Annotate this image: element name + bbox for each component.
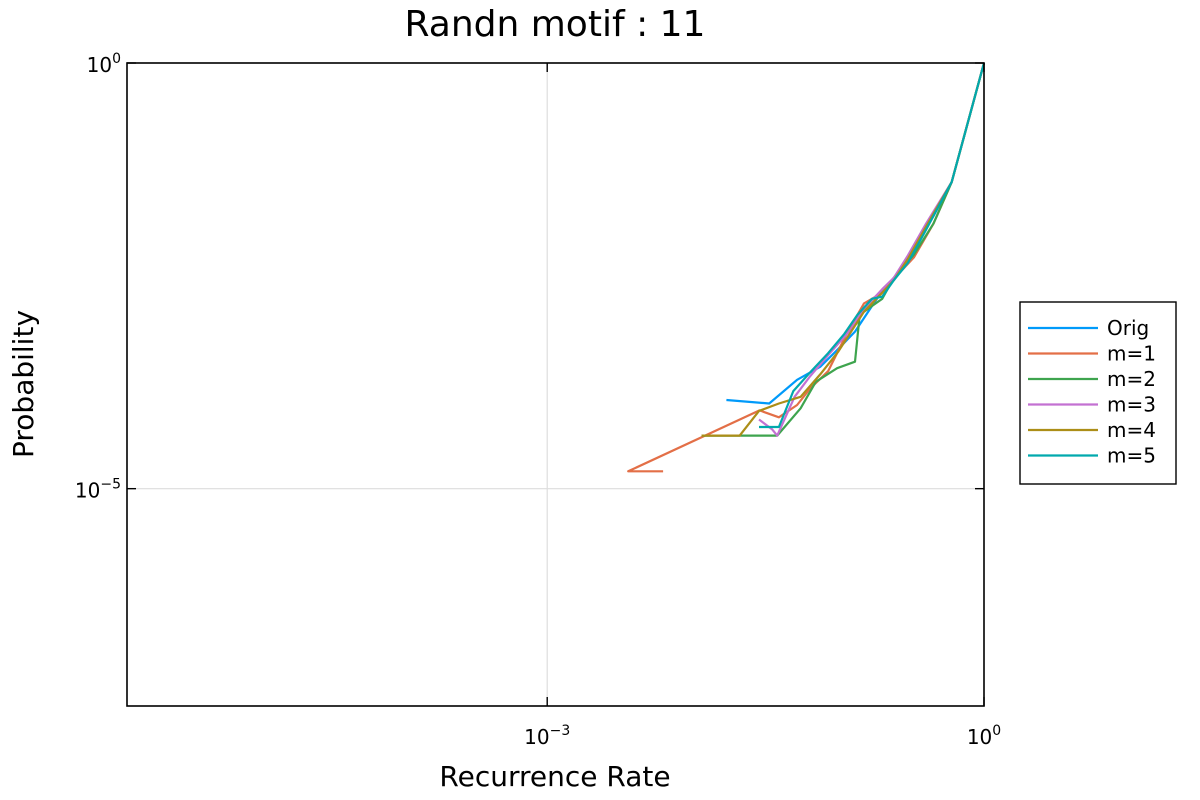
x-tick-label-base: 10 — [967, 725, 992, 749]
x-axis-label: Recurrence Rate — [439, 760, 670, 793]
series-line-m-4 — [701, 62, 986, 437]
legend-label: Orig — [1107, 316, 1149, 340]
series-group — [627, 62, 986, 473]
series-line-m-3 — [758, 62, 986, 437]
legend-label: m=3 — [1107, 393, 1156, 417]
y-tick-label-base: 10 — [87, 53, 112, 77]
chart-title: Randn motif : 11 — [405, 4, 706, 45]
y-tick-label: 10−5 — [75, 477, 121, 503]
x-tick-label: 10−3 — [524, 723, 570, 749]
x-tick-label-exponent: 0 — [992, 723, 1001, 739]
series-line-m-5 — [759, 62, 986, 429]
y-tick-label-exponent: 0 — [112, 51, 121, 67]
x-tick-label-base: 10 — [524, 725, 549, 749]
y-axis-label: Probability — [7, 310, 40, 458]
plot-frame — [126, 62, 985, 707]
legend-label: m=1 — [1107, 342, 1156, 366]
y-tick-label: 100 — [87, 51, 121, 77]
legend-box — [1019, 301, 1177, 485]
y-tick-label-base: 10 — [75, 479, 100, 503]
y-tick-label-exponent: −5 — [100, 477, 121, 493]
legend-label: m=4 — [1107, 418, 1156, 442]
legend-label: m=2 — [1107, 367, 1156, 391]
x-tick-label: 100 — [967, 723, 1001, 749]
x-tick-label-exponent: −3 — [550, 723, 571, 739]
legend-label: m=5 — [1107, 444, 1156, 468]
